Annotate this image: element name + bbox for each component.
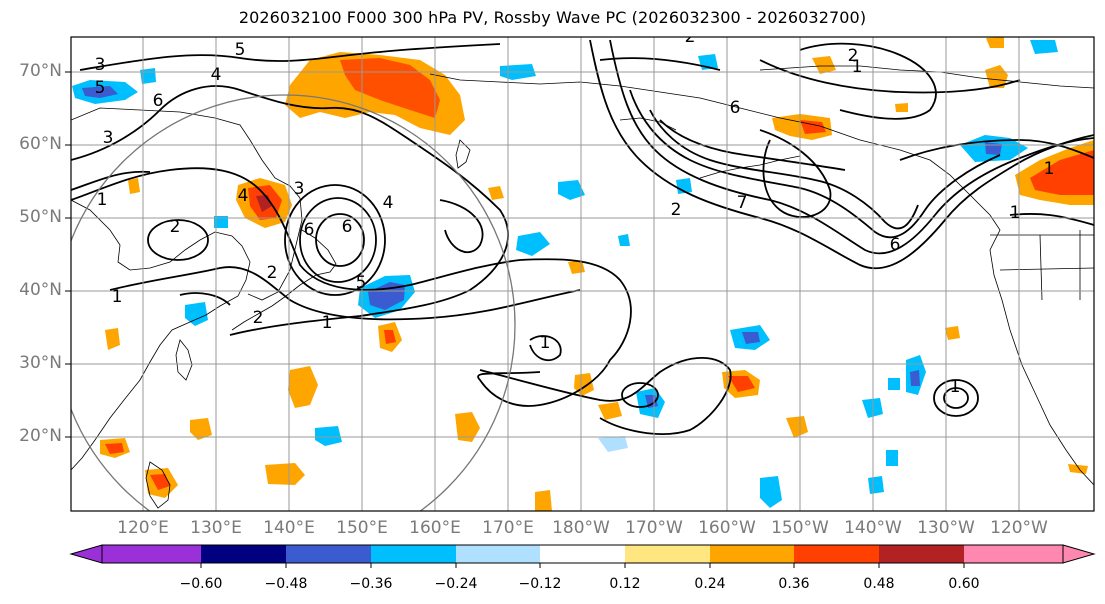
lon-label-150e: 150°E — [336, 518, 388, 538]
contour-label: 6 — [342, 217, 353, 237]
colorbar-tick-label: −0.60 — [179, 576, 223, 592]
lat-label-40n: 40°N — [19, 280, 62, 300]
negative-anomaly-fills — [72, 40, 1058, 508]
colorbar-max-extend — [1062, 544, 1096, 564]
colorbar-tick-label: 0.24 — [694, 576, 726, 592]
contour-label: 4 — [238, 186, 249, 206]
contour-label: 4 — [383, 193, 394, 213]
colorbar-tick-label: −0.24 — [434, 576, 478, 592]
contour-label: 3 — [294, 179, 305, 199]
lon-label-180w: 180°W — [552, 518, 610, 538]
contour-label: 1 — [540, 333, 551, 353]
contour-label: 1 — [852, 57, 863, 77]
contour-label: 2 — [267, 263, 278, 283]
colorbar-segment — [286, 545, 371, 563]
contour-label: 1 — [1010, 203, 1021, 223]
lon-label-130e: 130°E — [190, 518, 242, 538]
colorbar-outline — [101, 544, 1064, 564]
lon-label-160e: 160°E — [409, 518, 461, 538]
contour-label: 2 — [848, 46, 859, 66]
contour-label: 4 — [211, 65, 222, 85]
colorbar-segment — [540, 545, 625, 563]
colorbar-min-extend — [69, 544, 103, 564]
lat-label-50n: 50°N — [19, 207, 62, 227]
lon-label-120w: 120°W — [990, 518, 1048, 538]
contour-label: 5 — [235, 40, 246, 60]
contour-label: 3 — [103, 128, 114, 148]
lat-label-30n: 30°N — [19, 353, 62, 373]
lon-label-140w: 140°W — [844, 518, 902, 538]
colorbar-segment — [964, 545, 1063, 563]
colorbar-tick-label: 0.36 — [778, 576, 810, 592]
lat-label-20n: 20°N — [19, 426, 62, 446]
lon-label-170e: 170°E — [482, 518, 534, 538]
map-plot-area — [71, 37, 1094, 511]
colorbar-segment — [371, 545, 456, 563]
contour-label: 1 — [950, 377, 961, 397]
contour-label: 6 — [730, 98, 741, 118]
contour-label: 1 — [97, 190, 108, 210]
colorbar-segment — [102, 545, 201, 563]
colorbar-segment — [456, 545, 540, 563]
contour-label: 3 — [95, 55, 106, 75]
map-title: 2026032100 F000 300 hPa PV, Rossby Wave … — [238, 8, 867, 27]
contour-label: 6 — [304, 220, 315, 240]
contour-label: 2 — [685, 27, 696, 47]
lon-label-160w: 160°W — [698, 518, 756, 538]
lon-label-150w: 150°W — [771, 518, 829, 538]
lon-label-130w: 130°W — [917, 518, 975, 538]
colorbar-tick-label: 0.60 — [948, 576, 980, 592]
lat-label-70n: 70°N — [19, 61, 62, 81]
contour-label: 2 — [253, 308, 264, 328]
colorbar-tick-label: −0.36 — [349, 576, 393, 592]
contour-label: 7 — [737, 193, 748, 213]
contour-label: 6 — [153, 91, 164, 111]
colorbar-segment — [201, 545, 286, 563]
lon-label-120e: 120°E — [117, 518, 169, 538]
contour-label: 2 — [170, 217, 181, 237]
contour-label: 1 — [112, 287, 123, 307]
contour-label: 1 — [1044, 159, 1055, 179]
colorbar-tick-label: −0.12 — [518, 576, 562, 592]
colorbar-segment — [710, 545, 794, 563]
map-frame — [70, 36, 1095, 512]
lat-label-60n: 60°N — [19, 134, 62, 154]
region-circle — [71, 94, 516, 511]
contour-label: 2 — [671, 200, 682, 220]
colorbar-tick-label: 0.12 — [609, 576, 641, 592]
colorbar-segment — [879, 545, 964, 563]
contour-label: 6 — [890, 235, 901, 255]
colorbar — [69, 544, 1096, 568]
colorbar-tick-label: −0.48 — [264, 576, 308, 592]
colorbar-segment — [794, 545, 879, 563]
graticule — [71, 37, 1094, 511]
colorbar-segment — [625, 545, 710, 563]
colorbar-tick-label: 0.48 — [863, 576, 895, 592]
lon-label-140e: 140°E — [263, 518, 315, 538]
contour-label: 5 — [356, 273, 367, 293]
contour-label: 5 — [95, 78, 106, 98]
positive-anomaly-fills — [100, 37, 1094, 511]
contour-label: 1 — [322, 313, 333, 333]
axis-ticks — [65, 71, 71, 438]
lon-label-170w: 170°W — [625, 518, 683, 538]
